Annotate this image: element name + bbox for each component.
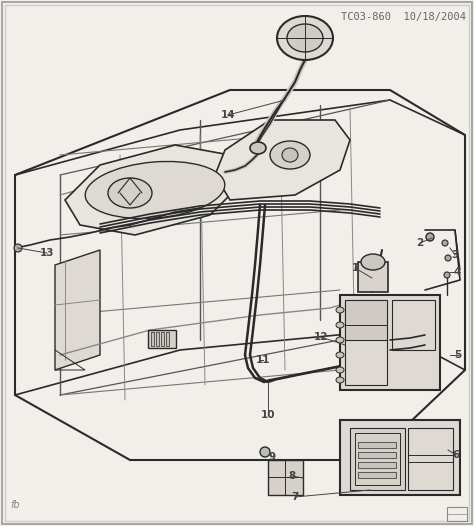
Text: 10: 10 <box>261 410 275 420</box>
Ellipse shape <box>336 377 344 383</box>
Polygon shape <box>215 120 350 200</box>
Ellipse shape <box>282 148 298 162</box>
Bar <box>392 300 435 350</box>
Polygon shape <box>55 250 100 370</box>
Bar <box>345 300 387 385</box>
Ellipse shape <box>108 178 152 208</box>
Ellipse shape <box>336 337 344 343</box>
Text: 4: 4 <box>453 267 461 277</box>
Bar <box>340 295 440 390</box>
Ellipse shape <box>336 322 344 328</box>
Bar <box>166 332 169 346</box>
Text: fb: fb <box>10 500 19 510</box>
Ellipse shape <box>250 142 266 154</box>
Text: 6: 6 <box>452 450 460 460</box>
Ellipse shape <box>260 447 270 457</box>
Ellipse shape <box>277 16 333 60</box>
Bar <box>151 332 154 346</box>
Ellipse shape <box>442 240 448 246</box>
Text: 12: 12 <box>314 332 328 342</box>
Ellipse shape <box>361 254 385 270</box>
Text: 9: 9 <box>268 452 275 462</box>
Bar <box>358 442 396 448</box>
Ellipse shape <box>287 24 323 52</box>
Text: 13: 13 <box>40 248 54 258</box>
Ellipse shape <box>14 244 22 252</box>
Text: 3: 3 <box>451 250 459 260</box>
Bar <box>268 460 303 495</box>
Bar <box>358 262 388 292</box>
Ellipse shape <box>445 255 451 261</box>
Ellipse shape <box>336 307 344 313</box>
Bar <box>447 507 467 521</box>
Bar <box>345 300 387 340</box>
Bar <box>340 420 460 495</box>
Bar <box>358 452 396 458</box>
Text: 11: 11 <box>256 355 270 365</box>
Bar <box>161 332 164 346</box>
Text: 8: 8 <box>288 471 296 481</box>
Ellipse shape <box>336 352 344 358</box>
Ellipse shape <box>444 272 450 278</box>
Text: 5: 5 <box>455 350 462 360</box>
Bar <box>358 472 396 478</box>
Bar <box>408 428 453 490</box>
Ellipse shape <box>270 141 310 169</box>
Text: 2: 2 <box>416 238 424 248</box>
Ellipse shape <box>85 161 225 218</box>
Bar <box>355 433 400 485</box>
Polygon shape <box>65 145 240 235</box>
Bar <box>350 428 405 490</box>
Ellipse shape <box>336 367 344 373</box>
Text: TC03-860  10/18/2004: TC03-860 10/18/2004 <box>341 12 466 22</box>
Ellipse shape <box>426 233 434 241</box>
Bar <box>358 462 396 468</box>
Bar <box>148 330 176 348</box>
Text: 14: 14 <box>221 110 235 120</box>
Text: 1: 1 <box>351 263 359 273</box>
Bar <box>156 332 159 346</box>
Text: 7: 7 <box>292 492 299 502</box>
